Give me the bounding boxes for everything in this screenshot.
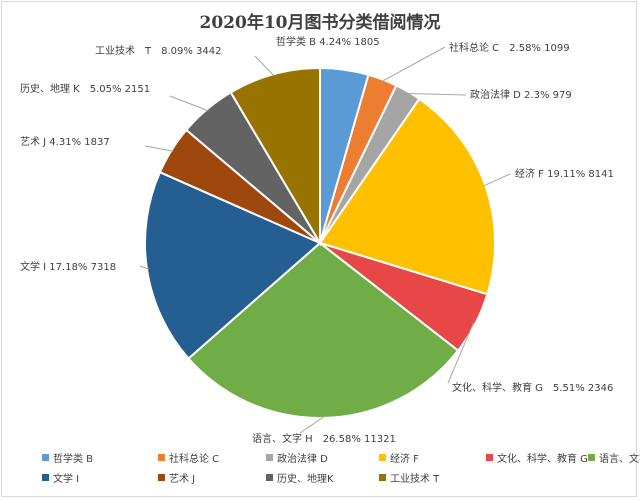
legend-label: 工业技术 T [390, 472, 440, 485]
data-label: 历史、地理 K 5.05% 2151 [20, 82, 150, 95]
leader-line [139, 265, 150, 270]
leader-line [144, 145, 174, 152]
legend-label: 艺术 J [169, 473, 195, 485]
data-label: 经济 F 19.11% 8141 [515, 167, 614, 180]
legend-label: 政治法律 D [277, 452, 328, 465]
legend-item[interactable]: 艺术 J [158, 473, 195, 485]
legend-label: 文学 I [53, 472, 79, 485]
legend-swatch [266, 454, 273, 461]
data-label: 文化、科学、教育 G 5.51% 2346 [452, 381, 613, 394]
legend-label: 哲学类 B [53, 452, 93, 465]
legend-item[interactable]: 工业技术 T [379, 472, 440, 485]
legend-label: 社科总论 C [169, 452, 219, 465]
leader-line [299, 415, 326, 434]
legend-label: 历史、地理K [277, 472, 334, 485]
legend-label: 经济 F [390, 452, 419, 465]
legend-swatch [266, 474, 273, 481]
leader-line [483, 173, 511, 187]
legend-swatch [42, 474, 49, 481]
legend-label: 文化、科学、教育 G [497, 452, 588, 465]
data-label: 语言、文字 H 26.58% 11321 [252, 432, 396, 445]
legend-swatch [486, 454, 493, 461]
pie-slice[interactable] [143, 170, 322, 360]
pie-slice[interactable] [187, 241, 460, 419]
legend-swatch [379, 474, 386, 481]
legend-item[interactable]: 语言、文字 H [588, 452, 640, 465]
legend-swatch [158, 474, 165, 481]
pie-slice[interactable] [229, 66, 321, 247]
legend-item[interactable]: 政治法律 D [266, 452, 328, 465]
data-label: 文学 I 17.18% 7318 [20, 260, 116, 273]
leader-line [406, 93, 467, 96]
data-label: 社科总论 C 2.58% 1099 [449, 41, 570, 54]
legend-swatch [42, 454, 49, 461]
legend-item[interactable]: 经济 F [379, 452, 419, 465]
chart-title: 2020年10月图书分类借阅情况 [199, 13, 441, 33]
legend-item[interactable]: 文学 I [42, 472, 79, 485]
data-label: 政治法律 D 2.3% 979 [470, 88, 572, 101]
leader-line [381, 46, 446, 82]
legend-item[interactable]: 历史、地理K [266, 472, 334, 485]
data-label: 工业技术 T 8.09% 3442 [95, 44, 222, 57]
legend-item[interactable]: 社科总论 C [158, 452, 219, 465]
data-label: 艺术 J 4.31% 1837 [20, 136, 110, 148]
legend-item[interactable]: 哲学类 B [42, 452, 93, 465]
legend-swatch [379, 454, 386, 461]
legend-swatch [158, 454, 165, 461]
legend-swatch [588, 454, 595, 461]
leader-line [169, 95, 209, 112]
legend-label: 语言、文字 H [599, 452, 640, 465]
legend-item[interactable]: 文化、科学、教育 G [486, 452, 588, 465]
leader-line [447, 322, 474, 384]
data-label: 哲学类 B 4.24% 1805 [276, 35, 380, 48]
leader-line [254, 55, 275, 77]
